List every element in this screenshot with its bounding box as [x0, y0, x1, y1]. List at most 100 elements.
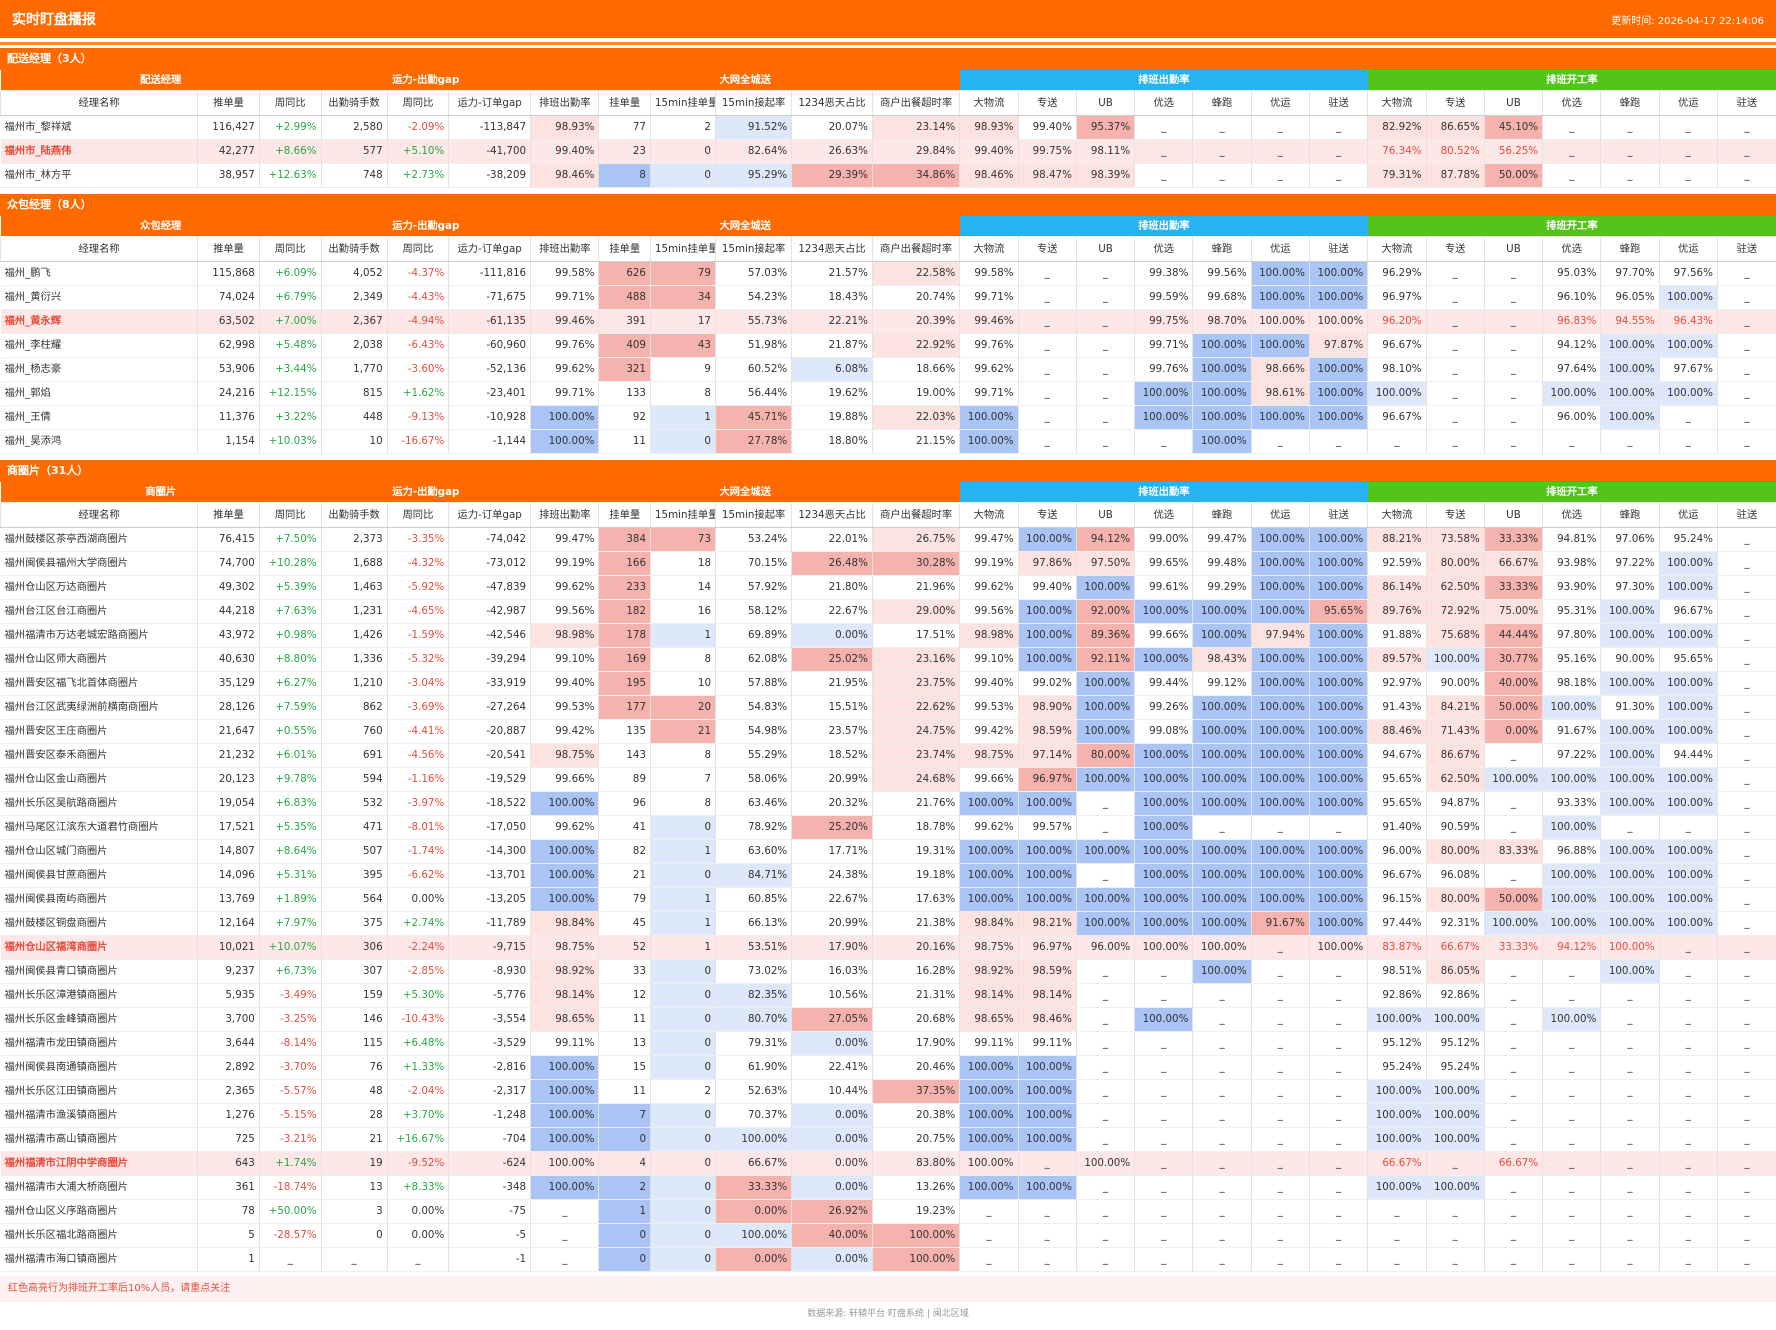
table-row[interactable]: 福州仓山区万达商圈片 49,302 +5.39% 1,463 -5.92% -47,839… [0, 575, 1776, 600]
table-row[interactable]: 福州福清市龙田镇商圈片 3,644 -8.14% 115 +6.48% -3,529 99.… [0, 1031, 1776, 1056]
col-header-schedule-attendance[interactable]: 排班出勤率 [530, 502, 599, 528]
col-header-manager-name[interactable]: 经理名称 [0, 502, 198, 528]
col-header-accept-15min[interactable]: 15min接起率 [714, 236, 792, 262]
col-header-pending-15min[interactable]: 15min挂单量 [649, 90, 716, 116]
table-row[interactable]: 福州_黄永辉 63,502 +7.00% 2,367 -4.94% -61,135 99.4… [0, 309, 1776, 334]
col-header-start-select[interactable]: 优选 [1542, 502, 1601, 528]
col-header-capacity-gap[interactable]: 运力-订单gap [448, 90, 531, 116]
table-row[interactable]: 福州_杨志豪 53,906 +3.44% 1,770 -3.60% -52,136 99.6… [0, 357, 1776, 382]
table-row[interactable]: 福州鼓楼区铜盘商圈片 12,164 +7.97% 375 +2.74% -11,789 98… [0, 911, 1776, 936]
table-row[interactable]: 福州长乐区福北路商圈片 5 -28.57% 0 0.00% -5 _ 0 0 100.00% 40.… [0, 1223, 1776, 1248]
col-header-pending[interactable]: 挂单量 [598, 90, 651, 116]
col-header-att-select[interactable]: 优选 [1134, 502, 1193, 528]
col-header-riders-wow[interactable]: 周同比 [386, 236, 449, 262]
col-header-att-resident[interactable]: 驻送 [1308, 90, 1368, 116]
col-header-start-youyun[interactable]: 优运 [1658, 502, 1718, 528]
col-header-pending[interactable]: 挂单量 [598, 502, 651, 528]
col-header-att-resident[interactable]: 驻送 [1308, 502, 1368, 528]
table-row[interactable]: 福州晋安区泰禾商圈片 21,232 +6.01% 691 -4.56% -20,541 98… [0, 743, 1776, 768]
table-row[interactable]: 福州晋安区福飞北首体商圈片 35,129 +6.27% 1,210 -3.04% -33,… [0, 671, 1776, 696]
table-row[interactable]: 福州福清市江阴中学商圈片 643 +1.74% 19 -9.52% -624 100.00%… [0, 1151, 1776, 1176]
col-header-start-express[interactable]: 专送 [1425, 502, 1485, 528]
col-header-start-fengpao[interactable]: 蜂跑 [1600, 236, 1660, 262]
col-header-manager-name[interactable]: 经理名称 [0, 90, 198, 116]
col-header-att-logistics[interactable]: 大物流 [959, 236, 1019, 262]
table-row[interactable]: 福州_鹏飞 115,868 +6.09% 4,052 -4.37% -111,816 99.… [0, 261, 1776, 286]
table-row[interactable]: 福州长乐区江田镇商圈片 2,365 -5.57% 48 -2.04% -2,317 100.… [0, 1079, 1776, 1104]
table-row[interactable]: 福州仓山区福湾商圈片 10,021 +10.07% 306 -2.24% -9,715 98… [0, 935, 1776, 960]
col-header-start-youyun[interactable]: 优运 [1658, 236, 1718, 262]
col-header-att-youyun[interactable]: 优运 [1250, 236, 1310, 262]
col-header-att-ub[interactable]: UB [1075, 236, 1135, 262]
table-row[interactable]: 福州闽侯县福州大学商圈片 74,700 +10.28% 1,688 -4.32% -73,… [0, 551, 1776, 576]
col-header-att-youyun[interactable]: 优运 [1250, 502, 1310, 528]
col-header-pending-15min[interactable]: 15min挂单量 [650, 502, 716, 528]
table-row[interactable]: 福州马尾区江滨东大道君竹商圈片 17,521 +5.35% 471 -8.01% -17,… [0, 815, 1776, 840]
col-header-merchant-timeout[interactable]: 商户出餐超时率 [871, 90, 960, 116]
table-row[interactable]: 福州长乐区吴航路商圈片 19,054 +6.83% 532 -3.97% -18,522 1… [0, 791, 1776, 816]
col-header-riders[interactable]: 出勤骑手数 [320, 502, 388, 528]
col-header-merchant-timeout[interactable]: 商户出餐超时率 [871, 236, 960, 262]
table-row[interactable]: 福州_吴添鸿 1,154 +10.03% 10 -16.67% -1,144 100.00%… [0, 429, 1776, 454]
col-header-start-fengpao[interactable]: 蜂跑 [1600, 502, 1660, 528]
col-header-att-fengpao[interactable]: 蜂跑 [1192, 502, 1252, 528]
col-header-att-fengpao[interactable]: 蜂跑 [1192, 236, 1252, 262]
col-header-att-ub[interactable]: UB [1075, 502, 1135, 528]
table-row[interactable]: 福州福清市渔溪镇商圈片 1,276 -5.15% 28 +3.70% -1,248 100.… [0, 1103, 1776, 1128]
col-header-att-select[interactable]: 优选 [1134, 90, 1193, 116]
table-row[interactable]: 福州市_陆燕伟 42,277 +8.66% 577 +5.10% -41,700 99.40… [0, 139, 1776, 164]
col-header-accept-15min[interactable]: 15min接起率 [714, 90, 792, 116]
col-header-start-logistics[interactable]: 大物流 [1367, 236, 1427, 262]
col-header-start-express[interactable]: 专送 [1425, 236, 1485, 262]
col-header-att-express[interactable]: 专送 [1017, 90, 1077, 116]
col-header-att-express[interactable]: 专送 [1017, 236, 1077, 262]
col-header-capacity-gap[interactable]: 运力-订单gap [448, 236, 531, 262]
col-header-att-logistics[interactable]: 大物流 [959, 502, 1019, 528]
col-header-att-select[interactable]: 优选 [1134, 236, 1193, 262]
table-row[interactable]: 福州仓山区城门商圈片 14,807 +8.64% 507 -1.74% -14,300 10… [0, 839, 1776, 864]
col-header-att-logistics[interactable]: 大物流 [959, 90, 1019, 116]
col-header-att-youyun[interactable]: 优运 [1250, 90, 1310, 116]
col-header-riders[interactable]: 出勤骑手数 [320, 90, 388, 116]
col-header-orders-wow[interactable]: 周同比 [258, 502, 322, 528]
col-header-start-youyun[interactable]: 优运 [1658, 90, 1718, 116]
col-header-orders[interactable]: 推单量 [197, 90, 260, 116]
table-row[interactable]: 福州长乐区金峰镇商圈片 3,700 -3.25% 146 -10.43% -3,554 98… [0, 1007, 1776, 1032]
table-row[interactable]: 福州台江区台江商圈片 44,218 +7.63% 1,231 -4.65% -42,987… [0, 599, 1776, 624]
table-row[interactable]: 福州市_林方平 38,957 +12.63% 748 +2.73% -38,209 98.4… [0, 163, 1776, 188]
col-header-riders[interactable]: 出勤骑手数 [320, 236, 388, 262]
table-row[interactable]: 福州福清市万达老城宏路商圈片 43,972 +0.98% 1,426 -1.59% -42… [0, 623, 1776, 648]
col-header-orders-wow[interactable]: 周同比 [258, 90, 322, 116]
table-row[interactable]: 福州台江区武夷绿洲前横南商圈片 28,126 +7.59% 862 -3.69% -27,… [0, 695, 1776, 720]
col-header-orders-wow[interactable]: 周同比 [258, 236, 322, 262]
col-header-att-express[interactable]: 专送 [1017, 502, 1077, 528]
col-header-start-select[interactable]: 优选 [1542, 90, 1601, 116]
table-row[interactable]: 福州福清市大浦大桥商圈片 361 -18.74% 13 +8.33% -348 100.00… [0, 1175, 1776, 1200]
col-header-orders[interactable]: 推单量 [197, 236, 260, 262]
col-header-accept-15min[interactable]: 15min接起率 [714, 502, 792, 528]
col-header-start-resident[interactable]: 驻送 [1716, 502, 1776, 528]
col-header-start-logistics[interactable]: 大物流 [1367, 502, 1427, 528]
col-header-start-ub[interactable]: UB [1483, 502, 1543, 528]
col-header-att-resident[interactable]: 驻送 [1308, 236, 1368, 262]
table-row[interactable]: 福州闽侯县青口镇商圈片 9,237 +6.73% 307 -2.85% -8,930 98.… [0, 959, 1776, 984]
table-row[interactable]: 福州仓山区师大商圈片 40,630 +8.80% 1,336 -5.32% -39,294… [0, 647, 1776, 672]
col-header-start-select[interactable]: 优选 [1542, 236, 1601, 262]
col-header-bad-weather-ratio[interactable]: 1234恶天占比 [791, 236, 873, 262]
col-header-pending[interactable]: 挂单量 [598, 236, 651, 262]
table-row[interactable]: 福州_郭焰 24,216 +12.15% 815 +1.62% -23,401 99.71%… [0, 381, 1776, 406]
table-row[interactable]: 福州_王倩 11,376 +3.22% 448 -9.13% -10,928 100.00%… [0, 405, 1776, 430]
col-header-start-ub[interactable]: UB [1483, 90, 1543, 116]
col-header-start-ub[interactable]: UB [1483, 236, 1543, 262]
table-row[interactable]: 福州_李柱耀 62,998 +5.48% 2,038 -6.43% -60,960 99.7… [0, 333, 1776, 358]
col-header-start-resident[interactable]: 驻送 [1716, 236, 1776, 262]
table-row[interactable]: 福州鼓楼区茶亭西湖商圈片 76,415 +7.50% 2,373 -3.35% -74,0… [0, 527, 1776, 552]
table-row[interactable]: 福州闽侯县南屿商圈片 13,769 +1.89% 564 0.00% -13,205 100… [0, 887, 1776, 912]
col-header-start-express[interactable]: 专送 [1425, 90, 1485, 116]
col-header-orders[interactable]: 推单量 [197, 502, 260, 528]
col-header-att-ub[interactable]: UB [1075, 90, 1135, 116]
table-row[interactable]: 福州闽侯县甘蔗商圈片 14,096 +5.31% 395 -6.62% -13,701 10… [0, 863, 1776, 888]
col-header-riders-wow[interactable]: 周同比 [386, 90, 449, 116]
table-row[interactable]: 福州福清市高山镇商圈片 725 -3.21% 21 +16.67% -704 100.00%… [0, 1127, 1776, 1152]
table-row[interactable]: 福州闽侯县南通镇商圈片 2,892 -3.70% 76 +1.33% -2,816 100.… [0, 1055, 1776, 1080]
